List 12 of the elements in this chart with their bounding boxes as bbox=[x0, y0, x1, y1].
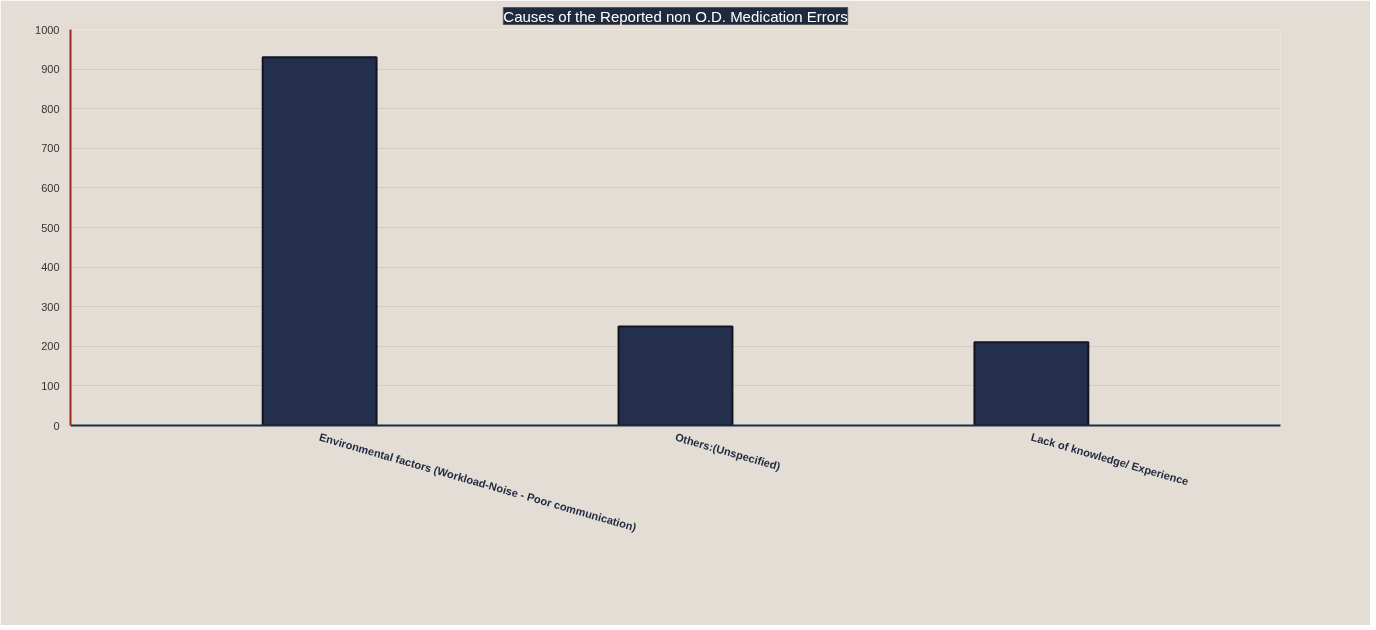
y-tick-label: 200 bbox=[41, 340, 60, 353]
y-tick-label: 1000 bbox=[35, 23, 60, 36]
y-tick-label: 300 bbox=[41, 300, 60, 313]
y-tick-label: 0 bbox=[53, 419, 60, 432]
y-tick-label: 700 bbox=[41, 142, 60, 155]
y-tick-label: 600 bbox=[41, 181, 60, 194]
y-tick-label: 900 bbox=[41, 63, 60, 76]
y-tick-label: 400 bbox=[41, 261, 60, 274]
y-tick-label: 800 bbox=[41, 102, 60, 115]
y-tick-label: 500 bbox=[41, 221, 60, 234]
y-tick-label: 100 bbox=[41, 379, 60, 392]
chart-title: Causes of the Reported non O.D. Medication Errors bbox=[503, 7, 848, 25]
